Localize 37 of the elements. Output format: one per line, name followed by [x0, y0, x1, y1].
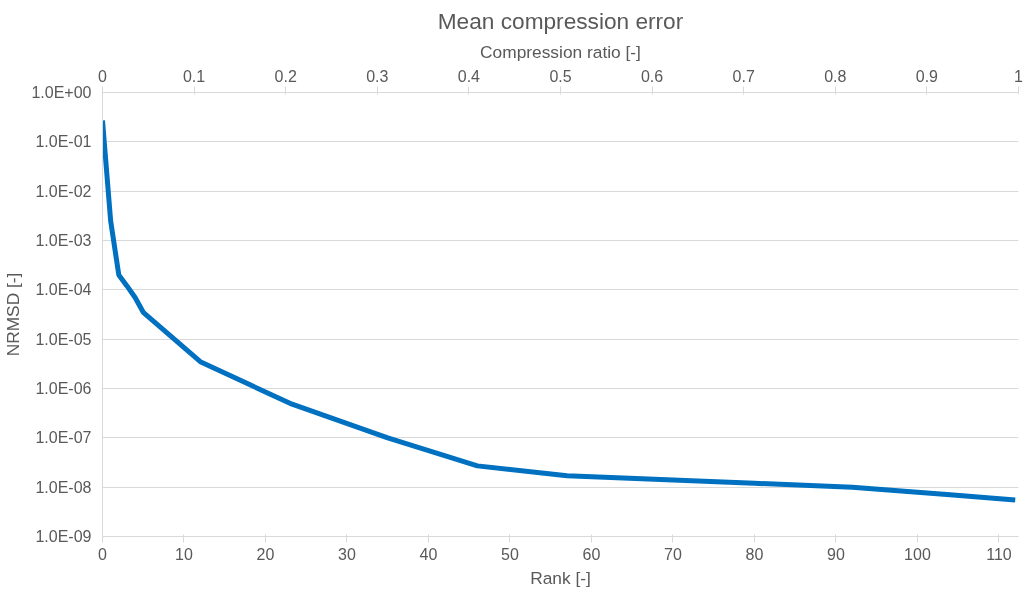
x2-tick-label: 0.2: [274, 67, 297, 85]
x2-tick-label: 0.7: [732, 67, 755, 85]
x-tick-label: 30: [338, 545, 356, 563]
y-tick-label: 1.0E-06: [35, 380, 92, 397]
x2-tick-label: 0.8: [824, 67, 847, 85]
y-axis-title: NRMSD [-]: [3, 272, 24, 357]
x-tick-label: 10: [175, 545, 193, 563]
x-tick-label: 80: [745, 545, 764, 563]
x2-tick-label: 1: [1014, 67, 1024, 85]
x2-tick-label: 0.3: [366, 67, 389, 85]
x-tick-label: 20: [256, 545, 275, 563]
x2-tick-label: 0.1: [182, 67, 206, 85]
x2-tick-label: 0.5: [549, 67, 572, 85]
x2-tick-label: 0.6: [640, 67, 664, 85]
y-tick-label: 1.0E-01: [35, 133, 92, 151]
x-tick-label: 0: [98, 545, 108, 563]
x2-axis-title: Compression ratio [-]: [480, 41, 641, 62]
y-tick-label: 1.0E-05: [35, 330, 92, 348]
y-tick-label: 1.0E-07: [35, 429, 92, 447]
y-tick-label: 1.0E-03: [35, 232, 92, 249]
x-tick-label: 60: [582, 545, 601, 563]
x-tick-label: 110: [986, 545, 1012, 563]
y-tick-label: 1.0E+00: [31, 84, 92, 101]
x-axis-title: Rank [-]: [530, 567, 591, 588]
y-tick-label: 1.0E-04: [35, 281, 92, 299]
y-tick-label: 1.0E-02: [35, 182, 92, 200]
x2-tick-label: 0.4: [457, 67, 481, 85]
x-tick-label: 100: [904, 545, 931, 563]
x-tick-label: 40: [419, 545, 438, 563]
y-tick-label: 1.0E-09: [35, 528, 92, 545]
x2-tick-label: 0.9: [915, 67, 939, 85]
x2-tick-label: 0: [98, 67, 108, 85]
chart-title: Mean compression error: [437, 7, 684, 34]
x-tick-label: 50: [501, 545, 519, 563]
x-tick-label: 70: [664, 545, 682, 563]
y-tick-label: 1.0E-08: [35, 478, 92, 496]
x-tick-label: 90: [827, 545, 845, 563]
